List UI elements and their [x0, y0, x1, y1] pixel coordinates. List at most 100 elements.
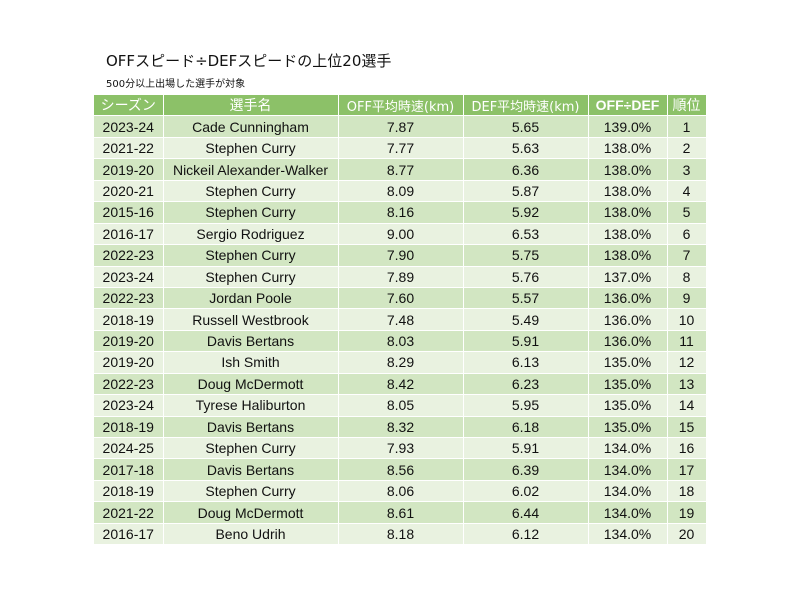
table-row: 2022-23 Jordan Poole 7.60 5.57 136.0% 9	[94, 287, 707, 310]
cell-def-speed: 5.63	[463, 137, 589, 160]
cell-off-def-ratio: 134.0%	[588, 523, 668, 546]
cell-rank: 1	[667, 115, 707, 138]
column-header-player: 選手名	[163, 95, 339, 117]
column-header-off-speed: OFF平均時速(km)	[338, 95, 464, 117]
cell-off-def-ratio: 136.0%	[588, 287, 668, 310]
cell-rank: 12	[667, 351, 707, 374]
cell-season: 2018-19	[94, 416, 164, 439]
cell-off-def-ratio: 136.0%	[588, 330, 668, 353]
table-row: 2019-20 Ish Smith 8.29 6.13 135.0% 12	[94, 351, 707, 374]
cell-season: 2021-22	[94, 501, 164, 524]
table-row: 2022-23 Doug McDermott 8.42 6.23 135.0% 13	[94, 373, 707, 396]
cell-season: 2022-23	[94, 244, 164, 267]
cell-def-speed: 6.13	[463, 351, 589, 374]
cell-player: Davis Bertans	[163, 416, 339, 439]
cell-rank: 9	[667, 287, 707, 310]
cell-player: Davis Bertans	[163, 330, 339, 353]
cell-player: Cade Cunningham	[163, 115, 339, 138]
table-row: 2018-19 Davis Bertans 8.32 6.18 135.0% 15	[94, 416, 707, 439]
cell-off-def-ratio: 134.0%	[588, 501, 668, 524]
cell-def-speed: 5.95	[463, 394, 589, 417]
cell-season: 2019-20	[94, 158, 164, 181]
table-row: 2023-24 Stephen Curry 7.89 5.76 137.0% 8	[94, 266, 707, 288]
cell-off-speed: 8.32	[338, 416, 464, 439]
cell-rank: 20	[667, 523, 707, 546]
cell-season: 2016-17	[94, 523, 164, 546]
cell-rank: 4	[667, 180, 707, 203]
table-row: 2020-21 Stephen Curry 8.09 5.87 138.0% 4	[94, 180, 707, 203]
cell-season: 2016-17	[94, 223, 164, 246]
cell-off-speed: 8.05	[338, 394, 464, 417]
cell-off-speed: 8.06	[338, 480, 464, 503]
ranking-table: シーズン 選手名 OFF平均時速(km) DEF平均時速(km) OFF÷DEF…	[94, 95, 707, 546]
cell-off-def-ratio: 134.0%	[588, 480, 668, 503]
table-row: 2015-16 Stephen Curry 8.16 5.92 138.0% 5	[94, 201, 707, 224]
cell-off-speed: 7.60	[338, 287, 464, 310]
cell-off-speed: 7.89	[338, 266, 464, 288]
cell-off-def-ratio: 135.0%	[588, 394, 668, 417]
cell-def-speed: 5.49	[463, 308, 589, 331]
cell-def-speed: 6.02	[463, 480, 589, 503]
cell-season: 2021-22	[94, 137, 164, 160]
cell-off-speed: 8.61	[338, 501, 464, 524]
cell-off-def-ratio: 138.0%	[588, 201, 668, 224]
cell-def-speed: 5.92	[463, 201, 589, 224]
table-row: 2016-17 Sergio Rodriguez 9.00 6.53 138.0% 6	[94, 223, 707, 246]
cell-off-def-ratio: 138.0%	[588, 244, 668, 267]
cell-player: Davis Bertans	[163, 458, 339, 481]
page-title: OFFスピード÷DEFスピードの上位20選手	[106, 52, 392, 70]
cell-player: Doug McDermott	[163, 501, 339, 524]
column-header-rank: 順位	[667, 95, 707, 117]
cell-player: Stephen Curry	[163, 137, 339, 160]
cell-player: Beno Udrih	[163, 523, 339, 546]
cell-player: Doug McDermott	[163, 373, 339, 396]
cell-def-speed: 5.65	[463, 115, 589, 138]
cell-rank: 10	[667, 308, 707, 331]
cell-def-speed: 5.91	[463, 330, 589, 353]
cell-rank: 19	[667, 501, 707, 524]
cell-off-speed: 8.03	[338, 330, 464, 353]
column-header-def-speed: DEF平均時速(km)	[463, 95, 589, 117]
cell-off-speed: 8.18	[338, 523, 464, 546]
table-row: 2023-24 Tyrese Haliburton 8.05 5.95 135.0% 14	[94, 394, 707, 417]
cell-season: 2019-20	[94, 351, 164, 374]
table-row: 2017-18 Davis Bertans 8.56 6.39 134.0% 17	[94, 458, 707, 481]
cell-off-speed: 8.29	[338, 351, 464, 374]
cell-season: 2015-16	[94, 201, 164, 224]
cell-off-speed: 8.56	[338, 458, 464, 481]
cell-off-speed: 7.93	[338, 437, 464, 460]
cell-season: 2024-25	[94, 437, 164, 460]
cell-player: Russell Westbrook	[163, 308, 339, 331]
table-row: 2016-17 Beno Udrih 8.18 6.12 134.0% 20	[94, 523, 707, 546]
table-row: 2022-23 Stephen Curry 7.90 5.75 138.0% 7	[94, 244, 707, 267]
cell-off-speed: 8.16	[338, 201, 464, 224]
cell-player: Tyrese Haliburton	[163, 394, 339, 417]
cell-rank: 11	[667, 330, 707, 353]
cell-off-speed: 7.87	[338, 115, 464, 138]
cell-rank: 2	[667, 137, 707, 160]
cell-off-speed: 8.42	[338, 373, 464, 396]
cell-rank: 17	[667, 458, 707, 481]
cell-season: 2022-23	[94, 287, 164, 310]
cell-season: 2017-18	[94, 458, 164, 481]
table-row: 2024-25 Stephen Curry 7.93 5.91 134.0% 16	[94, 437, 707, 460]
cell-season: 2018-19	[94, 308, 164, 331]
cell-off-speed: 7.77	[338, 137, 464, 160]
cell-def-speed: 6.12	[463, 523, 589, 546]
cell-off-def-ratio: 136.0%	[588, 308, 668, 331]
cell-off-speed: 8.09	[338, 180, 464, 203]
cell-player: Stephen Curry	[163, 180, 339, 203]
cell-off-speed: 7.90	[338, 244, 464, 267]
cell-off-def-ratio: 134.0%	[588, 437, 668, 460]
cell-def-speed: 5.57	[463, 287, 589, 310]
page-subtitle: 500分以上出場した選手が対象	[106, 79, 246, 90]
cell-player: Stephen Curry	[163, 244, 339, 267]
cell-def-speed: 6.23	[463, 373, 589, 396]
cell-rank: 13	[667, 373, 707, 396]
cell-player: Jordan Poole	[163, 287, 339, 310]
cell-rank: 18	[667, 480, 707, 503]
cell-off-speed: 9.00	[338, 223, 464, 246]
table-header-row: シーズン 選手名 OFF平均時速(km) DEF平均時速(km) OFF÷DEF…	[94, 95, 707, 117]
cell-season: 2019-20	[94, 330, 164, 353]
cell-season: 2023-24	[94, 115, 164, 138]
